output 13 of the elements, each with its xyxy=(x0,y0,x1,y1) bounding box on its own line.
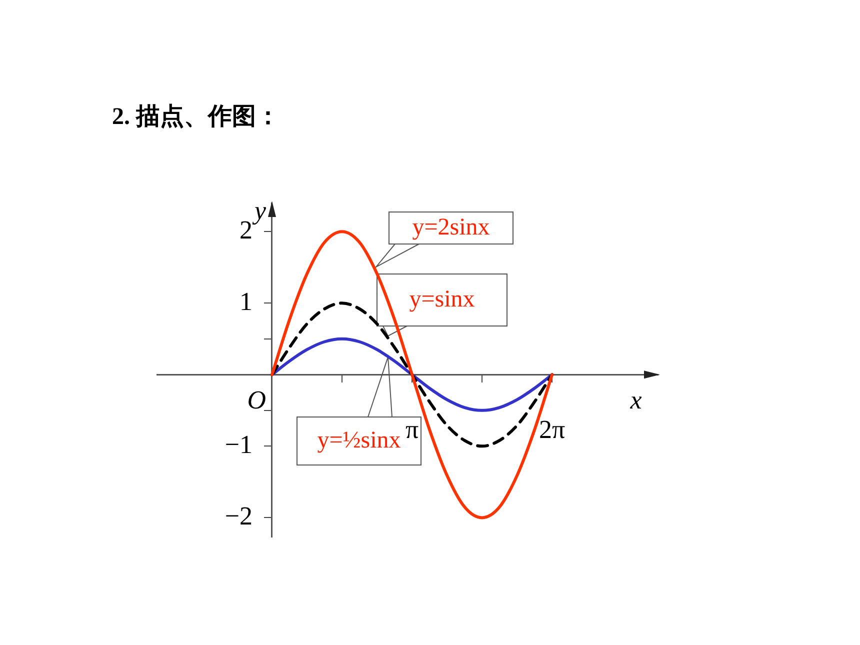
x-axis-title: x xyxy=(629,386,642,415)
chart-title: 2. 描点、作图： xyxy=(112,102,280,132)
x-tick-label: 2π xyxy=(538,415,566,444)
x-tick-label: π xyxy=(405,415,419,444)
y-tick-label: 2 xyxy=(240,215,252,244)
y-tick-label: −2 xyxy=(224,502,272,531)
annotation: O xyxy=(247,386,266,415)
y-tick-label: −1 xyxy=(224,430,272,459)
annotation: y=sinx xyxy=(409,286,475,312)
y-tick-label: 1 xyxy=(240,286,272,316)
annotation: y=½sinx xyxy=(317,427,401,454)
y-axis-title: y xyxy=(251,196,266,225)
annotation: y=2sinx xyxy=(412,214,490,240)
